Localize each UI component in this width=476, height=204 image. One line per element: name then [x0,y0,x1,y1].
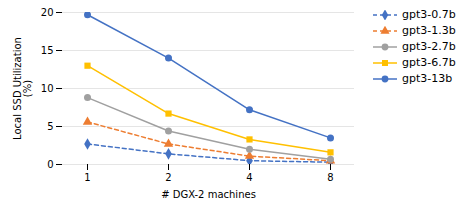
html-text:gpt3-1.3b: gpt3-1.3b [402,24,456,37]
html-text:gpt3-13b: gpt3-13b [402,72,453,85]
svg-text:15: 15 [41,45,54,56]
svg-text:2: 2 [165,172,171,183]
svg-text:4: 4 [246,172,252,183]
svg-text:8: 8 [327,172,333,183]
svg-text:# DGX-2 machines: # DGX-2 machines [161,189,256,200]
html-text:gpt3-6.7b: gpt3-6.7b [402,56,456,69]
html-text:gpt3-0.7b: gpt3-0.7b [402,8,456,21]
svg-text:Local SSD Utilization(%): Local SSD Utilization(%) [12,37,33,140]
svg-text:10: 10 [41,83,54,94]
svg-text:5: 5 [47,121,53,132]
svg-text:0: 0 [47,159,53,170]
svg-text:1: 1 [84,172,90,183]
svg-text:20: 20 [41,7,54,18]
html-text:gpt3-2.7b: gpt3-2.7b [402,40,456,53]
